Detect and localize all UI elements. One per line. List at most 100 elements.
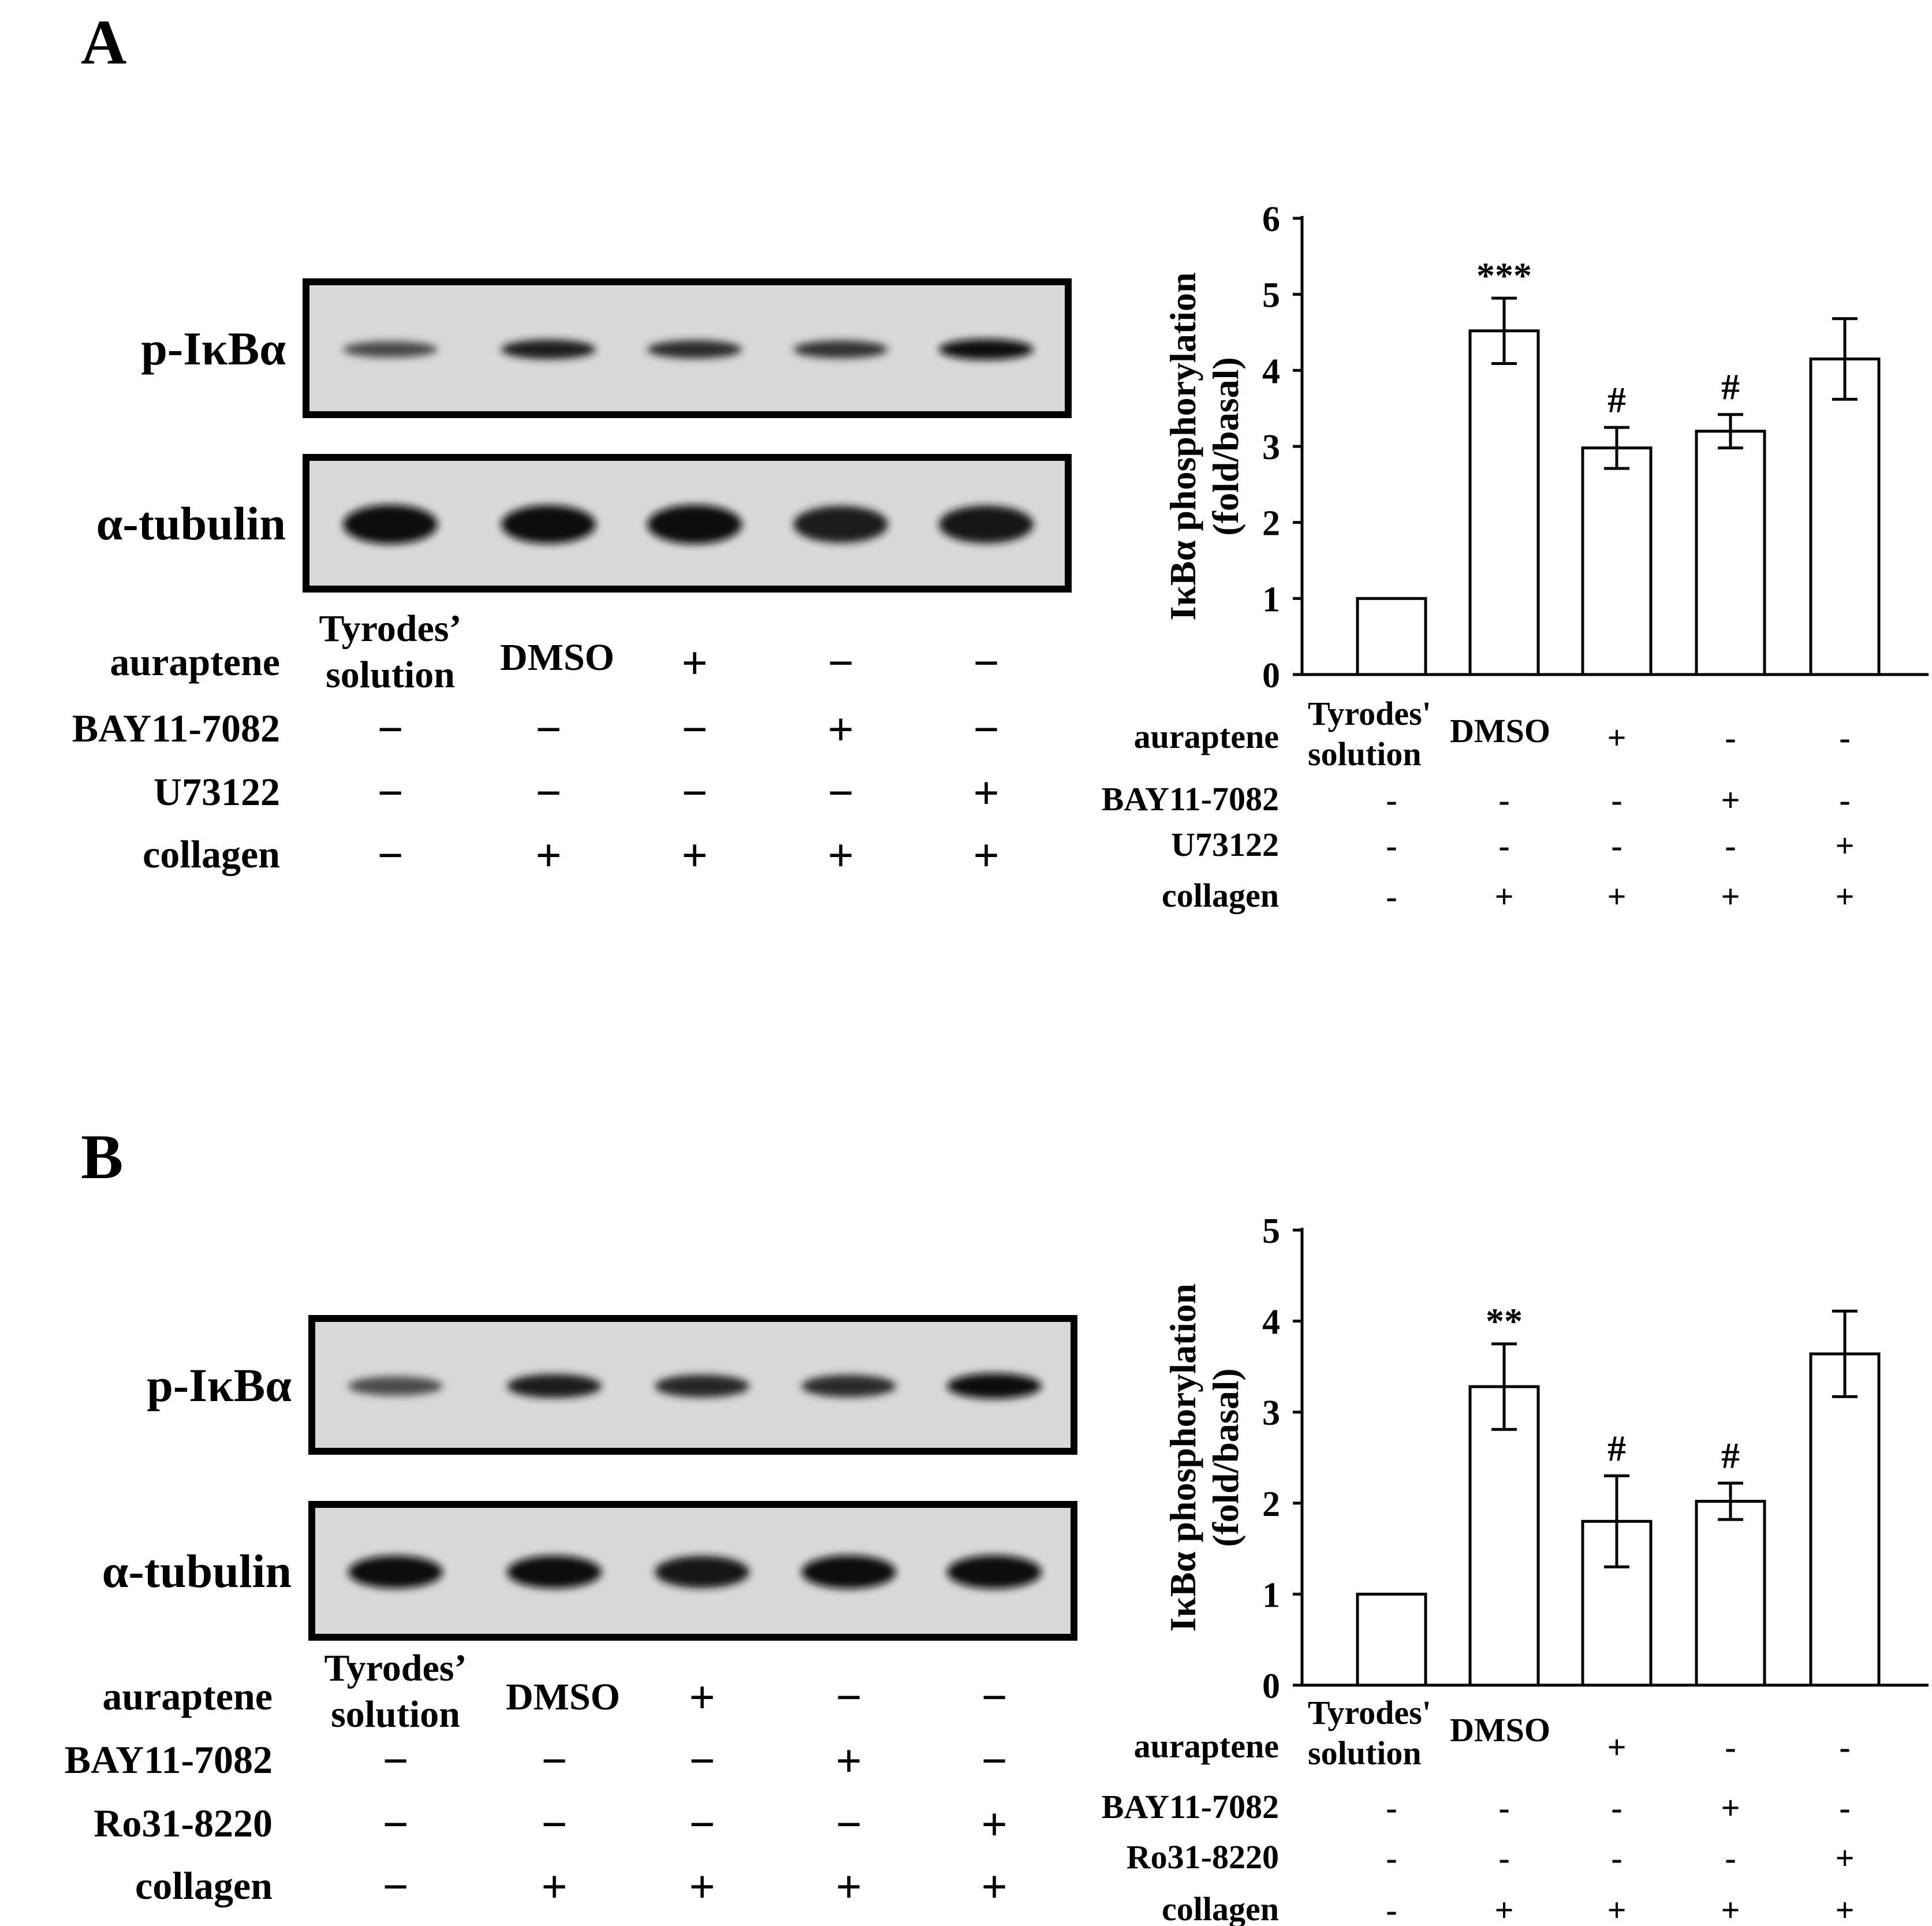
treatment-symbol: − — [377, 768, 404, 819]
treatment-row-label: auraptene — [102, 1674, 273, 1718]
treatment-symbol: − — [681, 705, 708, 755]
y-tick-label: 4 — [1262, 352, 1280, 391]
y-axis-title-line: (fold/basal) — [1205, 1368, 1246, 1547]
blot-band — [647, 505, 742, 544]
chart-treatment-symbol: - — [1611, 1839, 1622, 1877]
significance-mark: # — [1607, 379, 1626, 420]
blot-band — [343, 341, 438, 358]
chart-row-label: collagen — [1162, 1890, 1279, 1926]
blot-band — [939, 339, 1034, 360]
blot-band — [793, 506, 888, 543]
treatment-table: auraptene BAY11-7082 U73122 collagen Tyrodes… — [72, 608, 999, 881]
blot-band — [348, 1555, 443, 1589]
treatment-symbol: − — [689, 1800, 715, 1850]
y-axis-title-line: (fold/basal) — [1205, 357, 1246, 535]
chart-treatment-symbol: + — [1721, 1789, 1740, 1827]
treatment-row-label: BAY11-7082 — [65, 1738, 273, 1782]
chart-treatment-symbol: + — [1835, 878, 1854, 915]
chart-treatment-symbol: + — [1494, 1891, 1513, 1926]
chart-row-label: auraptene — [1134, 718, 1279, 755]
y-axis-title-line: IκBα phosphorylation — [1162, 1284, 1203, 1632]
chart-treatment-symbol: - — [1498, 1839, 1509, 1877]
blot-band — [655, 1556, 749, 1588]
bar-chart: 0 1 2 3 4 5 6 IκBα phosphorylation(fold/basal) *… — [1162, 200, 1929, 695]
y-axis-title: IκBα phosphorylation(fold/basal) — [1162, 273, 1246, 621]
chart-treatment-table: auraptene BAY11-7082 Ro31-8220 collagen Tyro… — [1102, 1694, 1855, 1926]
treatment-symbol: − — [541, 1800, 568, 1850]
treatment-symbol: − — [827, 768, 854, 819]
chart-row-label: U73122 — [1171, 826, 1279, 863]
treatment-symbol: − — [377, 830, 404, 881]
blot-row-label: p-IκBα — [147, 1359, 292, 1411]
y-tick-label: 5 — [1262, 276, 1280, 315]
treatment-symbol: − — [981, 1672, 1008, 1723]
treatment-symbol: − — [681, 768, 708, 819]
bar — [1695, 430, 1766, 676]
chart-treatment-symbol: - — [1725, 1728, 1736, 1766]
chart-treatment-symbol: - — [1725, 719, 1736, 757]
blot-band — [507, 1374, 602, 1398]
bar — [1356, 597, 1427, 676]
blot-band — [655, 1374, 749, 1398]
chart-treatment-symbol: + — [1721, 878, 1740, 915]
significance-mark: # — [1721, 1435, 1740, 1476]
chart-lane-header-line: solution — [1308, 1734, 1422, 1772]
y-axis-title-line: IκBα phosphorylation — [1162, 273, 1203, 621]
treatment-symbol: − — [827, 638, 854, 689]
panel-b: Bp-IκBα α-tubulin auraptene BAY11-7082 Ro31-… — [65, 1122, 1929, 1926]
significance-mark: # — [1607, 1428, 1626, 1469]
chart-treatment-symbol: + — [1607, 719, 1626, 757]
chart-lane-header-dmso: DMSO — [1450, 1711, 1550, 1749]
treatment-symbol: − — [535, 705, 562, 755]
treatment-row-label: BAY11-7082 — [72, 706, 280, 750]
treatment-symbol: − — [973, 705, 999, 755]
chart-treatment-symbol: - — [1839, 781, 1850, 819]
blot-p-ikba: p-IκBα — [141, 278, 1072, 418]
blot-row-label: α-tubulin — [96, 497, 286, 550]
chart-treatment-symbol: - — [1611, 827, 1622, 865]
blot-row-label: p-IκBα — [141, 322, 286, 375]
blot-band — [801, 1374, 896, 1398]
chart-lane-header-line: Tyrodes' — [1308, 1694, 1431, 1731]
bar — [1695, 1500, 1766, 1687]
treatment-symbol: + — [535, 830, 562, 881]
treatment-symbol: + — [689, 1672, 715, 1723]
treatment-row-label: collagen — [135, 1864, 273, 1908]
chart-row-label: BAY11-7082 — [1102, 1788, 1279, 1826]
treatment-row-label: Ro31-8220 — [94, 1801, 273, 1845]
chart-lane-header-line: solution — [1308, 735, 1422, 773]
blot-tubulin: α-tubulin — [102, 1501, 1077, 1641]
chart-treatment-symbol: - — [1498, 827, 1509, 865]
bar — [1809, 1352, 1881, 1687]
y-tick-label: 0 — [1262, 1667, 1280, 1706]
y-tick-label: 1 — [1262, 580, 1280, 619]
blot-p-ikba: p-IκBα — [147, 1315, 1077, 1455]
treatment-symbol: − — [382, 1800, 409, 1850]
treatment-symbol: − — [981, 1736, 1008, 1787]
chart-row-label: Ro31-8220 — [1127, 1838, 1279, 1876]
chart-treatment-symbol: + — [1607, 1728, 1626, 1766]
bar — [1468, 1385, 1540, 1687]
chart-row-label: collagen — [1162, 877, 1279, 914]
blot-band — [939, 505, 1034, 543]
treatment-symbol: − — [836, 1672, 862, 1723]
chart-treatment-symbol: - — [1498, 1789, 1509, 1827]
treatment-symbol: + — [827, 705, 854, 755]
treatment-symbol: + — [981, 1862, 1008, 1913]
treatment-symbol: − — [382, 1862, 409, 1913]
lane-header-line: solution — [326, 654, 455, 696]
chart-treatment-symbol: + — [1494, 878, 1513, 915]
chart-treatment-symbol: - — [1386, 1839, 1397, 1877]
treatment-symbol: + — [827, 830, 854, 881]
chart-treatment-symbol: - — [1386, 1891, 1397, 1926]
y-tick-label: 2 — [1262, 504, 1280, 543]
treatment-symbol: − — [689, 1736, 715, 1787]
treatment-symbol: + — [836, 1736, 862, 1787]
bar — [1468, 329, 1540, 676]
chart-treatment-symbol: - — [1611, 1789, 1622, 1827]
lane-header-line: Tyrodes’ — [319, 608, 462, 650]
chart-treatment-symbol: - — [1386, 781, 1397, 819]
lane-header-dmso: DMSO — [500, 636, 614, 679]
treatment-row-label: auraptene — [110, 640, 280, 684]
treatment-symbol: + — [973, 830, 999, 881]
